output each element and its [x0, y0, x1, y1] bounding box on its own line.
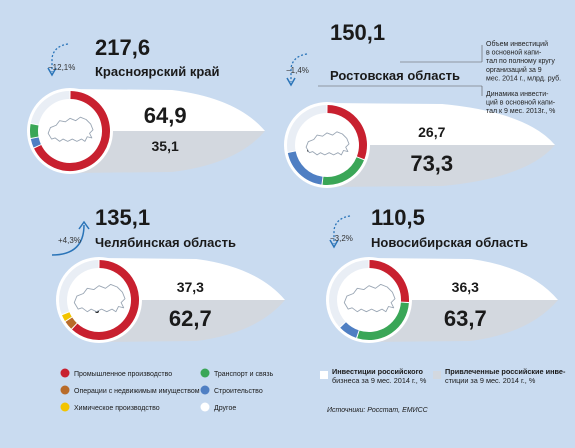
legend-label-other: Другое	[214, 405, 236, 412]
pie-slice	[34, 91, 110, 171]
russian-share-band	[369, 258, 558, 300]
legend-label-industry: Промышленное производство	[74, 371, 172, 378]
legend-russian-share-line2: бизнеса за 9 мес. 2014 г., %	[332, 376, 427, 385]
dynamics-value: −3,2%	[330, 234, 353, 243]
legend-swatch	[200, 385, 210, 395]
region-name: Ростовская область	[330, 68, 460, 83]
legend-russian-share-line1: Инвестиции российского	[332, 367, 424, 376]
legend-swatch	[60, 402, 70, 412]
attracted-share-band	[369, 300, 558, 342]
legend-attracted-share-line1: Привлеченные российские инве-	[445, 367, 566, 376]
attracted-share-value: 35,1	[152, 138, 179, 154]
attracted-share-value: 62,7	[169, 306, 212, 331]
arrow-down-icon	[329, 215, 351, 249]
note-investment-volume-line: организаций за 9	[486, 66, 542, 74]
legend-swatch	[200, 402, 210, 412]
russia-map	[73, 283, 126, 313]
pie-slice	[329, 260, 369, 327]
legend-label-construction: Строительство	[214, 388, 263, 395]
pie-slice	[322, 157, 364, 185]
russia-map-shape	[305, 131, 350, 156]
legend-label-transport: Транспорт и связь	[214, 371, 274, 378]
dynamics-value: −12,1%	[48, 63, 75, 72]
arrow-up-icon	[51, 220, 90, 256]
region-name: Челябинская область	[95, 235, 236, 250]
investment-total: 110,5	[371, 205, 425, 230]
legend-swatch	[60, 385, 70, 395]
pie-slice	[357, 302, 409, 340]
note-dynamics-line: тал к 9 мес. 2013г., %	[486, 108, 555, 115]
note-investment-volume-line: Объем инвестиций	[486, 40, 548, 48]
source-note: Источники: Росстат, ЕМИСС	[327, 407, 429, 414]
pie-slice	[287, 105, 327, 152]
arrow-down-icon	[47, 43, 69, 77]
russia-map-shape	[343, 283, 396, 313]
attracted-share-band	[70, 131, 265, 173]
pie-slice	[59, 260, 99, 315]
legend-swatch	[60, 368, 70, 378]
russian-share-value: 26,7	[418, 124, 445, 140]
investment-total: 135,1	[95, 205, 150, 230]
region-panel-4: 36,3 63,7 110,5 Новосибирская область −3,2%	[326, 205, 558, 343]
region-name: Красноярский край	[95, 64, 219, 79]
arrow-down-icon	[286, 53, 308, 87]
pie-slice	[340, 322, 359, 338]
attracted-share-value: 63,7	[444, 306, 487, 331]
russian-share-value: 36,3	[452, 279, 479, 295]
legend-swatch-russian-share	[320, 371, 328, 379]
note-dynamics-line: Динамика инвести-	[486, 91, 549, 98]
note-dynamics-line: ций в основной капи-	[486, 99, 556, 107]
russian-share-value: 37,3	[177, 279, 204, 295]
russia-map	[47, 116, 94, 142]
pie-slice	[30, 124, 39, 138]
russia-map	[343, 283, 396, 313]
russia-map-shape	[47, 116, 94, 142]
russian-share-band	[327, 103, 555, 145]
pie-slice	[30, 137, 41, 148]
russia-map-shape	[73, 283, 126, 313]
region-panel-1: 64,9 35,1 217,6 Красноярский край −12,1%	[27, 35, 265, 174]
dynamics-value: +4,3%	[58, 236, 81, 245]
pie-slice	[287, 151, 323, 185]
legend: Промышленное производство Операции с недв…	[60, 367, 566, 412]
legend-label-chemical: Химическое производство	[74, 405, 160, 412]
dynamics-value: −1,4%	[286, 66, 309, 75]
legend-swatch	[200, 368, 210, 378]
legend-swatch-attracted-share	[433, 371, 441, 379]
attracted-share-band	[327, 145, 555, 187]
pie-slice	[65, 317, 77, 329]
attracted-share-value: 73,3	[410, 151, 453, 176]
investment-total: 217,6	[95, 35, 150, 60]
investment-total: 150,1	[330, 20, 385, 45]
russia-map	[305, 131, 350, 156]
note-investment-volume-line: в основной капи-	[486, 49, 542, 57]
attracted-share-band	[99, 300, 285, 342]
pie-slice	[62, 312, 72, 321]
region-name: Новосибирская область	[371, 235, 528, 250]
russian-share-value: 64,9	[144, 103, 187, 128]
legend-attracted-share-line2: стиции за 9 мес. 2014 г., %	[445, 376, 536, 385]
pie-slice	[30, 91, 70, 125]
pie-slice	[327, 105, 367, 160]
note-investment-volume-line: тал по полному кругу	[486, 58, 555, 65]
russian-share-band	[99, 258, 285, 300]
russian-share-band	[70, 89, 265, 131]
legend-label-realestate: Операции с недвижимым имуществом	[74, 388, 200, 395]
note-investment-volume-line: мес. 2014 г., млрд. руб.	[486, 74, 561, 82]
region-panel-3: 37,3 62,7 135,1 Челябинская область +4,3%	[51, 205, 285, 343]
pie-slice	[72, 260, 139, 340]
pie-slice	[369, 260, 409, 302]
